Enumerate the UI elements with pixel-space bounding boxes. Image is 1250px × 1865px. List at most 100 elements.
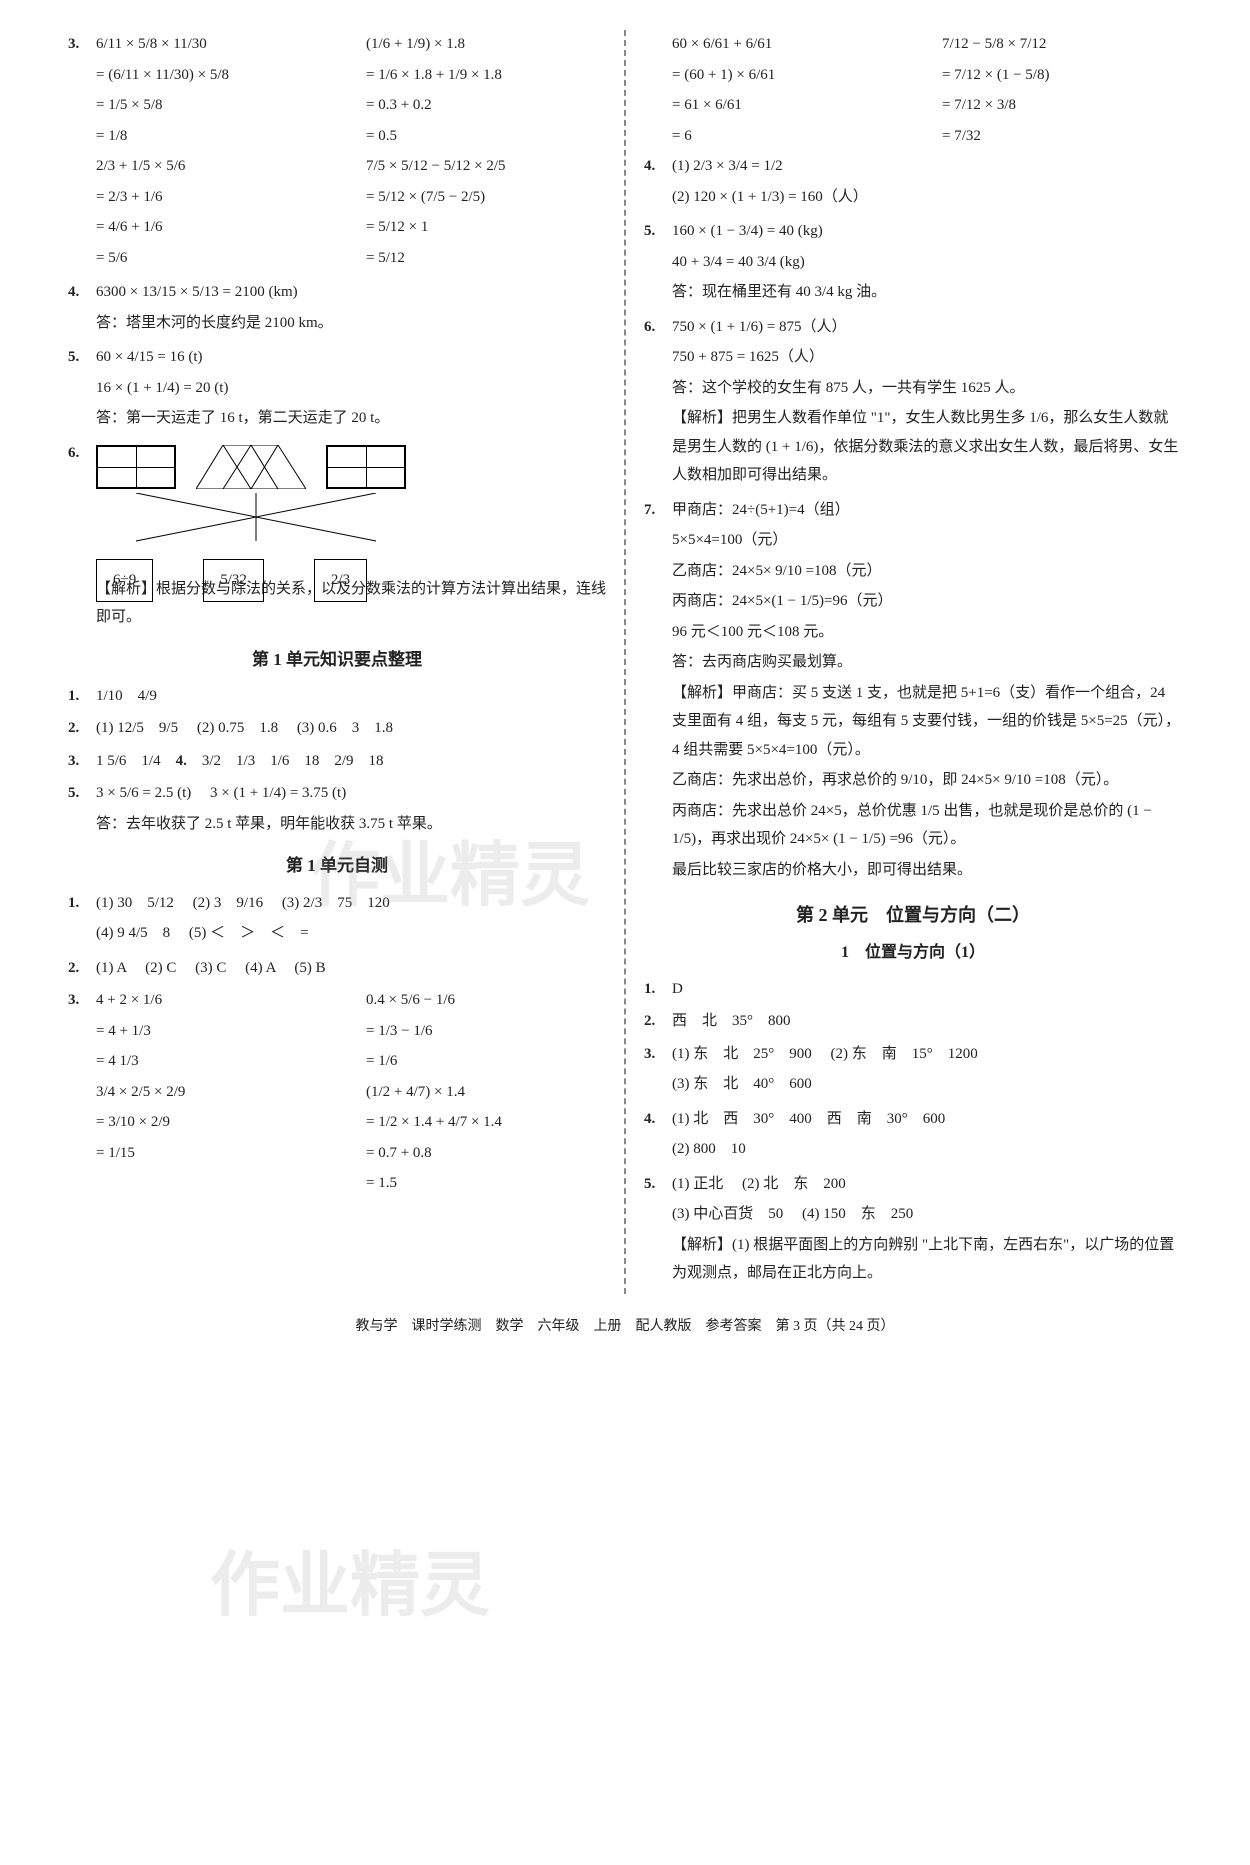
u2-q5-an: 【解析】(1) 根据平面图上的方向辨别 "上北下南，左西右东"，以广场的位置为观… (672, 1231, 1182, 1288)
q3a-1: = (6/11 × 11/30) × 5/8 (96, 61, 336, 90)
s1-q1-num: 1. (68, 682, 96, 711)
s2q3a2: = 4 1/3 (96, 1047, 336, 1076)
q3a-6: = 4/6 + 1/6 (96, 213, 336, 242)
q3b-1: = 1/6 × 1.8 + 1/9 × 1.8 (366, 61, 606, 90)
q6-left: 6. 6÷9 5/32 2 (68, 439, 606, 634)
q3rB2: = 7/12 × 3/8 (942, 91, 1182, 120)
r-q7-l3: 乙商店：24×5× 9/10 =108（元） (672, 557, 1182, 586)
q5-num: 5. (68, 343, 96, 372)
q4-num: 4. (68, 278, 96, 307)
q4-left: 4. 6300 × 13/15 × 5/13 = 2100 (km) 答：塔里木… (68, 278, 606, 339)
s2-q3A: 4 + 2 × 1/6 = 4 + 1/3 = 4 1/3 3/4 × 2/5 … (96, 986, 336, 1200)
r-q4-num: 4. (644, 152, 672, 181)
r-q7-l5: 96 元＜100 元＜108 元。 (672, 618, 1182, 647)
r-q5-l2: 40 + 3/4 = 40 3/4 (kg) (672, 248, 1182, 277)
s2-q1-num: 1. (68, 889, 96, 918)
q3a-2: = 1/5 × 5/8 (96, 91, 336, 120)
s2-q1-l2: (4) 9 4/5 8 (5) ＜ ＞ ＜ = (96, 919, 606, 948)
q3b-2: = 0.3 + 0.2 (366, 91, 606, 120)
s2q3a4: = 3/10 × 2/9 (96, 1108, 336, 1137)
s2q3b3: (1/2 + 4/7) × 1.4 (366, 1078, 606, 1107)
q6-box1: 6÷9 (96, 559, 153, 602)
r-q7-l2: 5×5×4=100（元） (672, 526, 1182, 555)
diag-triangles (196, 445, 306, 500)
u2-q1-num: 1. (644, 975, 672, 1004)
u2-q1: D (672, 975, 1182, 1004)
u2-q3-l1: (1) 东 北 25° 900 (2) 东 南 15° 1200 (672, 1040, 1182, 1069)
s1-q2-num: 2. (68, 714, 96, 743)
q3r: 60 × 6/61 + 6/61 = (60 + 1) × 6/61 = 61 … (644, 30, 1182, 152)
r-q7-an2: 乙商店：先求出总价，再求总价的 9/10，即 24×5× 9/10 =108（元… (672, 766, 1182, 795)
s1-q3: 1 5/6 1/4 (96, 753, 161, 769)
q3a-5: = 2/3 + 1/6 (96, 183, 336, 212)
s2q3b0: 0.4 × 5/6 − 1/6 (366, 986, 606, 1015)
s2q3a5: = 1/15 (96, 1139, 336, 1168)
s1-q5-l1: 3 × 5/6 = 2.5 (t) 3 × (1 + 1/4) = 3.75 (… (96, 779, 606, 808)
r-q7-an4: 最后比较三家店的价格大小，即可得出结果。 (672, 856, 1182, 885)
s2-q2-num: 2. (68, 954, 96, 983)
unit2-sub: 1 位置与方向（1） (644, 938, 1182, 968)
left-column: 3. 6/11 × 5/8 × 11/30 = (6/11 × 11/30) ×… (50, 30, 626, 1294)
s2q3b1: = 1/3 − 1/6 (366, 1017, 606, 1046)
s2q3a3: 3/4 × 2/5 × 2/9 (96, 1078, 336, 1107)
r-q4-l1: (1) 2/3 × 3/4 = 1/2 (672, 152, 1182, 181)
q3b-6: = 5/12 × 1 (366, 213, 606, 242)
q3rB1: = 7/12 × (1 − 5/8) (942, 61, 1182, 90)
u2-q5-num: 5. (644, 1170, 672, 1199)
s2q3b6: = 1.5 (366, 1169, 606, 1198)
q3rA0: 60 × 6/61 + 6/61 (672, 30, 912, 59)
q6-box2: 5/32 (203, 559, 264, 602)
r-q7-ans: 答：去丙商店购买最划算。 (672, 648, 1182, 677)
s1-q4-num: 4. (176, 753, 187, 769)
r-q6-l2: 750 + 875 = 1625（人） (672, 343, 1182, 372)
q3a-7: = 5/6 (96, 244, 336, 273)
r-q5-ans: 答：现在桶里还有 40 3/4 kg 油。 (672, 278, 1182, 307)
r-q4-l2: (2) 120 × (1 + 1/3) = 160（人） (672, 183, 1182, 212)
r-q6-analysis: 【解析】把男生人数看作单位 "1"，女生人数比男生多 1/6，那么女生人数就是男… (672, 404, 1182, 490)
u2-q5-l1: (1) 正北 (2) 北 东 200 (672, 1170, 1182, 1199)
q3b-3: = 0.5 (366, 122, 606, 151)
r-q7-l1: 甲商店：24÷(5+1)=4（组） (672, 496, 1182, 525)
q3b-4: 7/5 × 5/12 − 5/12 × 2/5 (366, 152, 606, 181)
s1-q3-num: 3. (68, 747, 96, 776)
q6-diagram: 6÷9 5/32 2/3 (96, 445, 606, 575)
s1-q5-num: 5. (68, 779, 96, 808)
right-column: 60 × 6/61 + 6/61 = (60 + 1) × 6/61 = 61 … (626, 30, 1200, 1294)
q5-l2: 16 × (1 + 1/4) = 20 (t) (96, 374, 606, 403)
s2-q2: (1) A (2) C (3) C (4) A (5) B (96, 954, 606, 983)
u2-q2-num: 2. (644, 1007, 672, 1036)
u2-q4-l2: (2) 800 10 (672, 1135, 1182, 1164)
r-q6-ans: 答：这个学校的女生有 875 人，一共有学生 1625 人。 (672, 374, 1182, 403)
q6-num: 6. (68, 439, 96, 468)
q3-left: 3. 6/11 × 5/8 × 11/30 = (6/11 × 11/30) ×… (68, 30, 606, 274)
u2-q4-num: 4. (644, 1105, 672, 1134)
r-q7-an1: 【解析】甲商店：买 5 支送 1 支，也就是把 5+1=6（支）看作一个组合，2… (672, 679, 1182, 765)
r-q6-l1: 750 × (1 + 1/6) = 875（人） (672, 313, 1182, 342)
q3b-7: = 5/12 (366, 244, 606, 273)
s2q3a0: 4 + 2 × 1/6 (96, 986, 336, 1015)
s2q3a1: = 4 + 1/3 (96, 1017, 336, 1046)
sec2-title: 第 1 单元自测 (68, 850, 606, 882)
q4-ans: 答：塔里木河的长度约是 2100 km。 (96, 309, 606, 338)
q3a-3: = 1/8 (96, 122, 336, 151)
u2-q3-num: 3. (644, 1040, 672, 1069)
q3a-4: 2/3 + 1/5 × 5/6 (96, 152, 336, 181)
q3-colA: 6/11 × 5/8 × 11/30 = (6/11 × 11/30) × 5/… (96, 30, 336, 274)
s2q3b2: = 1/6 (366, 1047, 606, 1076)
q3-colB: (1/6 + 1/9) × 1.8 = 1/6 × 1.8 + 1/9 × 1.… (366, 30, 606, 274)
s2-q3B: 0.4 × 5/6 − 1/6 = 1/3 − 1/6 = 1/6 (1/2 +… (366, 986, 606, 1200)
q3a-0: 6/11 × 5/8 × 11/30 (96, 30, 336, 59)
q3b-0: (1/6 + 1/9) × 1.8 (366, 30, 606, 59)
s2-q1-l1: (1) 30 5/12 (2) 3 9/16 (3) 2/3 75 120 (96, 889, 606, 918)
q3rB0: 7/12 − 5/8 × 7/12 (942, 30, 1182, 59)
q4-expr: 6300 × 13/15 × 5/13 = 2100 (km) (96, 278, 606, 307)
s1-q5-ans: 答：去年收获了 2.5 t 苹果，明年能收获 3.75 t 苹果。 (96, 810, 606, 839)
q6-box3: 2/3 (314, 559, 367, 602)
unit2-title: 第 2 单元 位置与方向（二） (644, 898, 1182, 932)
q5-l1: 60 × 4/15 = 16 (t) (96, 343, 606, 372)
q5-left: 5. 60 × 4/15 = 16 (t) 16 × (1 + 1/4) = 2… (68, 343, 606, 435)
sec1-title: 第 1 单元知识要点整理 (68, 644, 606, 676)
cross-lines (126, 493, 386, 543)
q3rA3: = 6 (672, 122, 912, 151)
s2q3b4: = 1/2 × 1.4 + 4/7 × 1.4 (366, 1108, 606, 1137)
